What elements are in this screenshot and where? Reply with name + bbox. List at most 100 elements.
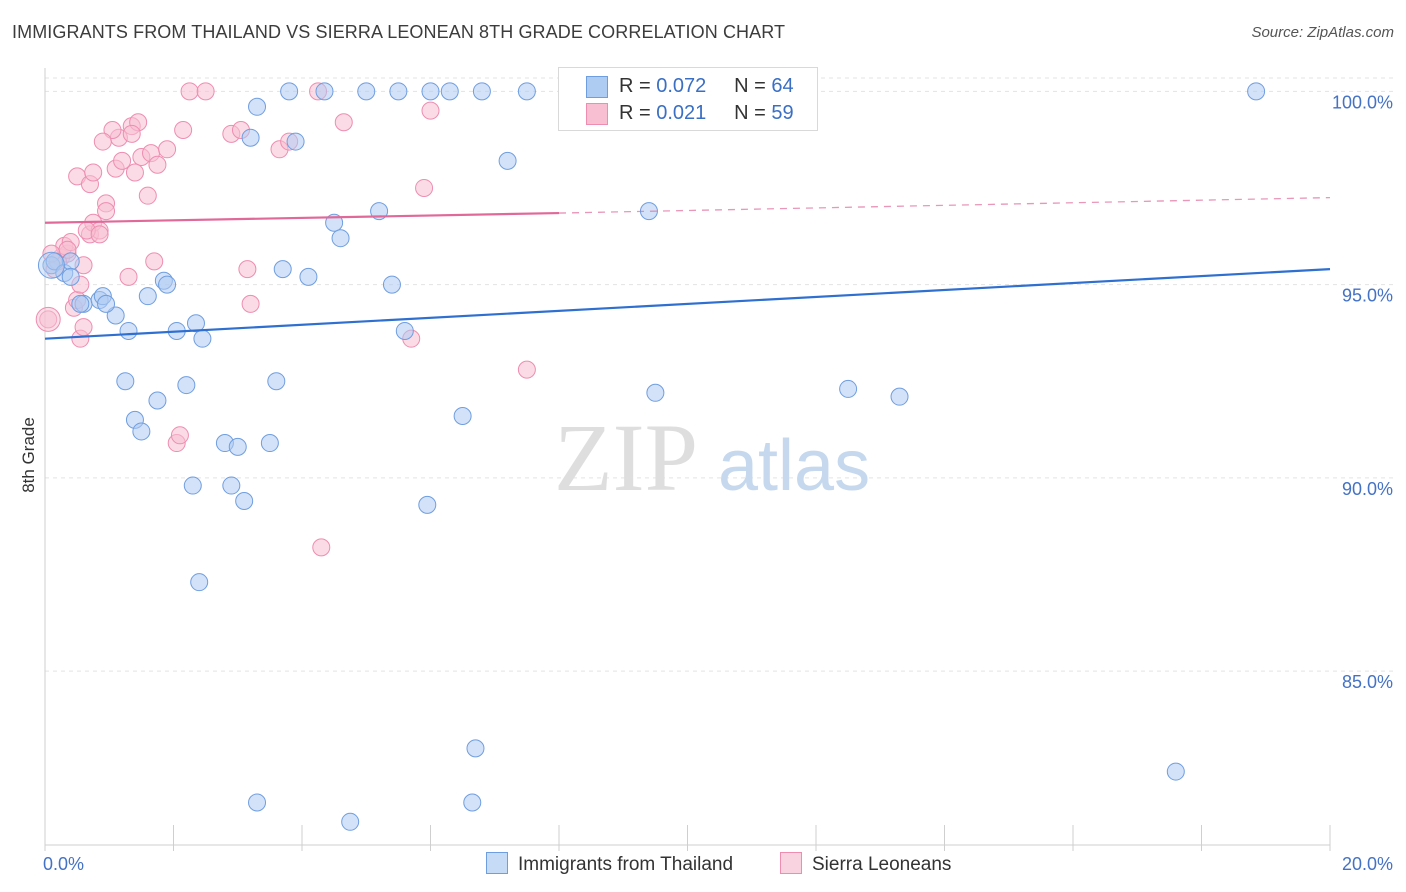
thailand-point: [106, 306, 125, 325]
thailand-point: [440, 82, 459, 101]
thailand-point: [273, 260, 292, 279]
axis-labels: 85.0% 90.0% 95.0% 100.0% 0.0% 20.0%: [43, 92, 1393, 874]
sierra-leonean-point: [74, 318, 93, 337]
sierra-leonean-point: [158, 140, 177, 159]
thailand-point: [389, 82, 408, 101]
thailand-point: [463, 793, 482, 812]
thailand-trend-line: [44, 268, 1331, 340]
thailand-point: [190, 573, 209, 592]
thailand-point: [241, 128, 260, 147]
sierra-leonean-point: [517, 360, 536, 379]
sierra-leonean-point: [93, 132, 112, 151]
correlation-legend: R = 0.072 N = 64 R = 0.021 N = 59: [558, 67, 818, 131]
watermark-atlas: atlas: [718, 426, 870, 506]
sierra-leonean-point: [170, 426, 189, 445]
thailand-point: [116, 372, 135, 391]
legend-r-label: R =: [619, 75, 651, 97]
thailand-point: [280, 82, 299, 101]
thailand-point: [1166, 762, 1185, 781]
legend-r-label: R =: [619, 102, 651, 124]
sierra-leonean-point: [421, 101, 440, 120]
thailand-point: [839, 379, 858, 398]
thailand-point: [1247, 82, 1266, 101]
thailand-point: [138, 287, 157, 306]
chart-title: IMMIGRANTS FROM THAILAND VS SIERRA LEONE…: [12, 22, 786, 42]
thailand-point: [331, 229, 350, 248]
thailand-point: [71, 294, 90, 313]
sierra-leonean-trend-line: [44, 211, 560, 224]
sierra-leonean-point: [122, 124, 141, 143]
thailand-point: [228, 437, 247, 456]
thailand-point: [357, 82, 376, 101]
legend-item-thailand[interactable]: Immigrants from Thailand: [486, 852, 733, 876]
thailand-point: [248, 97, 267, 116]
watermark-zip: ZIP: [554, 404, 698, 511]
thailand-point: [148, 391, 167, 410]
x-tick-label-min: 0.0%: [43, 854, 84, 874]
sierra-leonean-point: [148, 155, 167, 174]
legend-n-label: N =: [734, 75, 766, 97]
y-axis-title: 8th Grade: [19, 417, 38, 493]
thailand-point: [517, 82, 536, 101]
legend-swatch-sierra-leoneans: [586, 103, 608, 125]
sierra-leonean-point: [113, 151, 132, 170]
sierra-leonean-point: [174, 120, 193, 139]
legend-r-value: 0.021: [656, 102, 707, 124]
thailand-point: [421, 82, 440, 101]
thailand-point: [177, 376, 196, 395]
thailand-point: [158, 275, 177, 294]
thailand-point: [466, 739, 485, 758]
y-tick-label: 100.0%: [1332, 92, 1393, 112]
grid-lines: [45, 77, 1395, 672]
thailand-point: [395, 321, 414, 340]
sierra-leonean-point: [35, 306, 61, 332]
thailand-point: [286, 132, 305, 151]
thailand-points: [37, 82, 1266, 831]
thailand-point: [453, 406, 472, 425]
watermark: ZIP atlas: [554, 404, 870, 511]
thailand-point: [260, 434, 279, 453]
thailand-point: [119, 321, 138, 340]
thailand-point: [193, 329, 212, 348]
sierra-leonean-point: [119, 267, 138, 286]
sierra-leonean-point: [196, 82, 215, 101]
thailand-point: [222, 476, 241, 495]
thailand-point: [890, 387, 909, 406]
legend-n-value: 59: [771, 102, 794, 124]
source-credit: Source: ZipAtlas.com: [1251, 24, 1394, 41]
thailand-point: [325, 213, 344, 232]
sierra-leonean-point: [415, 178, 434, 197]
legend-swatch-thailand: [486, 852, 508, 874]
sierra-leonean-point: [84, 163, 103, 182]
thailand-point: [37, 251, 65, 279]
y-tick-label: 95.0%: [1342, 286, 1393, 306]
legend-n-value: 64: [771, 75, 794, 97]
thailand-point: [646, 383, 665, 402]
thailand-point: [235, 492, 254, 511]
legend-swatch-thailand: [586, 76, 608, 98]
thailand-point: [183, 476, 202, 495]
legend-label-sierra-leoneans: Sierra Leoneans: [812, 854, 952, 875]
x-tick-label-max: 20.0%: [1342, 854, 1393, 874]
series-legend: Immigrants from Thailand Sierra Leoneans: [0, 852, 1406, 878]
thailand-point: [97, 294, 116, 313]
sierra-leonean-point: [241, 294, 260, 313]
thailand-point: [418, 495, 437, 514]
legend-r-value: 0.072: [656, 75, 707, 97]
thailand-point: [382, 275, 401, 294]
sierra-leonean-point: [90, 225, 109, 244]
sierra-leonean-point: [138, 186, 157, 205]
sierra-leonean-trend-extension: [558, 196, 1331, 214]
sierra-leonean-point: [97, 202, 116, 221]
thailand-point: [186, 314, 205, 333]
legend-item-sierra-leoneans[interactable]: Sierra Leoneans: [780, 852, 951, 876]
y-tick-label: 85.0%: [1342, 672, 1393, 692]
sierra-leonean-point: [103, 120, 122, 139]
sierra-leonean-point: [312, 538, 331, 557]
sierra-leonean-point: [334, 113, 353, 132]
legend-label-thailand: Immigrants from Thailand: [518, 854, 734, 875]
thailand-point: [341, 812, 360, 831]
thailand-point: [315, 82, 334, 101]
sierra-leonean-point: [125, 163, 144, 182]
thailand-point: [61, 267, 80, 286]
